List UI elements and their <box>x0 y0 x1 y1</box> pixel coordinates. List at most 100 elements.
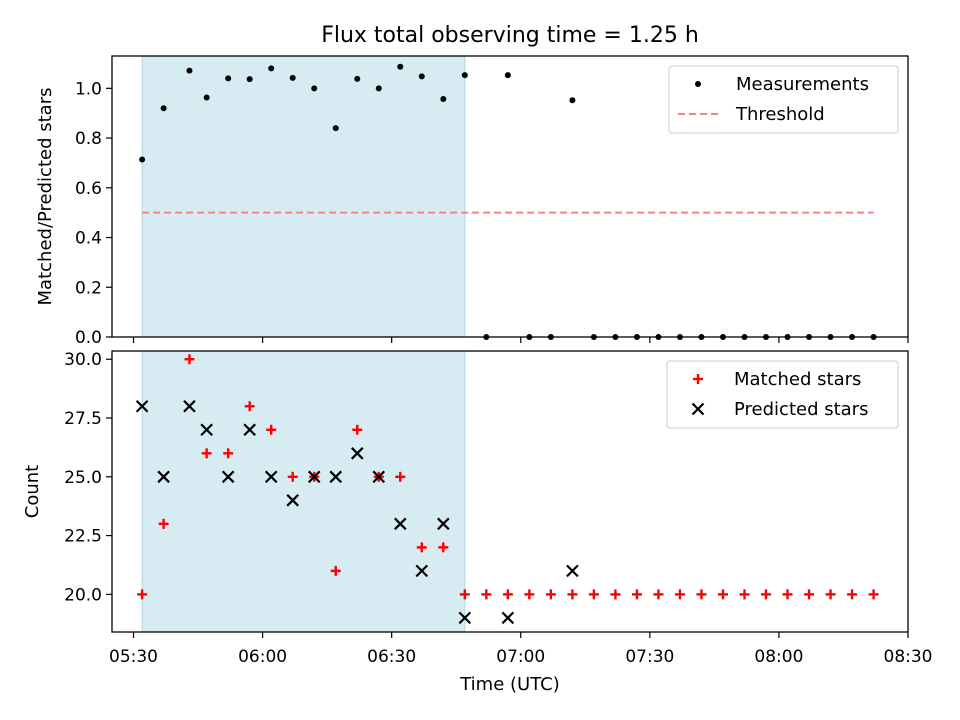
top-axes-frame <box>111 55 909 338</box>
matched-star-point <box>717 589 728 600</box>
x-tick-label: 05:30 <box>109 647 158 667</box>
x-marker-b <box>221 470 235 484</box>
matched-star-point <box>674 589 685 600</box>
matched-star-point <box>825 589 836 600</box>
matched-star-point <box>739 589 750 600</box>
matched-star-point <box>438 542 449 553</box>
matched-star-points <box>137 354 879 600</box>
matched-star-point <box>524 589 535 600</box>
predicted-star-point <box>394 517 407 531</box>
bottom-axes-frame <box>111 350 909 633</box>
bottom-legend-box <box>666 360 899 429</box>
top-y-ticks: 0.0 0.2 0.4 0.6 0.8 1.0 <box>75 79 112 348</box>
predicted-star-point <box>372 470 386 484</box>
y-tick-label: 1.0 <box>75 79 102 99</box>
y-tick-label: 20.0 <box>64 585 102 605</box>
matched-star-point <box>287 471 298 482</box>
matched-star-point <box>137 589 148 600</box>
matched-star-point <box>567 589 578 600</box>
matched-star-point <box>631 589 642 600</box>
x-marker-b <box>329 470 343 484</box>
x-tick-label: 06:30 <box>367 647 416 667</box>
y-tick-label: 22.5 <box>64 527 102 547</box>
matched-star-point <box>158 518 169 529</box>
y-tick-label: 0.0 <box>75 328 102 348</box>
x-tick-label: 07:30 <box>625 647 674 667</box>
predicted-star-point <box>329 470 343 484</box>
x-tick-label: 07:00 <box>496 647 545 667</box>
bottom-x-ticks: 05:30 06:00 06:30 07:00 07:30 08:00 08:30 <box>109 632 933 667</box>
legend-measurements-label: Measurements <box>736 74 869 95</box>
predicted-star-point <box>415 564 429 578</box>
x-marker-b <box>264 470 278 484</box>
predicted-star-point <box>286 494 299 507</box>
predicted-star-point <box>307 470 321 484</box>
chart-title: Flux total observing time = 1.25 h <box>321 23 699 48</box>
measurement-point <box>289 74 296 81</box>
matched-star-point <box>416 542 427 553</box>
bottom-y-axis-label: Count <box>22 465 43 518</box>
measurement-point <box>569 97 576 104</box>
matched-star-point <box>782 589 793 600</box>
x-tick-label: 06:00 <box>238 647 287 667</box>
legend-matched-label: Matched stars <box>734 369 861 390</box>
predicted-star-point <box>135 399 149 413</box>
x-marker-b <box>243 423 256 437</box>
x-tick-label: 08:00 <box>754 647 803 667</box>
predicted-star-point <box>566 564 579 578</box>
legend-matched-marker <box>693 374 703 384</box>
top-legend: Measurements Threshold <box>668 65 899 134</box>
matched-star-point <box>804 589 815 600</box>
legend-x-marker <box>691 402 705 416</box>
matched-star-point <box>266 424 277 435</box>
measurement-point <box>375 85 382 92</box>
legend-plus-marker <box>693 374 703 384</box>
matched-star-point <box>653 589 664 600</box>
measurement-point <box>354 75 361 82</box>
bottom-panel: 20.0 22.5 25.0 27.5 30.0 05:30 06:00 06:30 07:0… <box>22 350 933 695</box>
x-marker-b <box>183 399 196 413</box>
x-marker-b <box>200 423 213 437</box>
top-x-ticks <box>132 337 909 343</box>
predicted-star-point <box>200 423 213 437</box>
x-marker-b <box>350 447 364 460</box>
predicted-star-point <box>221 470 235 484</box>
x-marker-b <box>501 611 515 625</box>
measurement-point <box>461 72 468 79</box>
predicted-star-points <box>135 399 579 625</box>
measurement-point <box>311 85 318 92</box>
top-y-axis-label: Matched/Predicted stars <box>35 88 56 306</box>
predicted-star-point <box>437 517 450 531</box>
legend-predicted-label: Predicted stars <box>734 399 868 420</box>
x-marker-b <box>307 470 321 484</box>
x-marker-b <box>394 517 407 531</box>
measurement-point <box>139 156 146 163</box>
y-tick-label: 0.6 <box>75 179 102 199</box>
matched-star-point <box>588 589 599 600</box>
x-marker-b <box>691 402 705 416</box>
matched-star-point <box>201 448 212 459</box>
matched-star-point <box>545 589 556 600</box>
y-tick-label: 0.4 <box>75 229 102 249</box>
top-shaded-interval <box>141 55 466 338</box>
x-marker-b <box>135 399 149 413</box>
y-tick-label: 25.0 <box>64 468 102 488</box>
y-tick-label: 30.0 <box>64 350 102 370</box>
x-tick-label: 08:30 <box>884 647 933 667</box>
x-marker-b <box>437 517 450 531</box>
matched-star-point <box>395 471 406 482</box>
predicted-star-point <box>458 611 472 625</box>
legend-predicted-marker <box>691 402 705 416</box>
matched-star-point <box>610 589 621 600</box>
matched-star-point <box>696 589 707 600</box>
bottom-y-ticks: 20.0 22.5 25.0 27.5 30.0 <box>64 350 112 605</box>
x-marker-b <box>458 611 472 625</box>
legend-measurement-marker <box>695 81 701 87</box>
x-marker-b <box>286 494 299 507</box>
matched-star-point <box>330 565 341 576</box>
measurement-point <box>440 96 447 103</box>
matched-star-point <box>868 589 879 600</box>
top-legend-box <box>668 65 899 134</box>
measurement-point <box>418 73 425 80</box>
